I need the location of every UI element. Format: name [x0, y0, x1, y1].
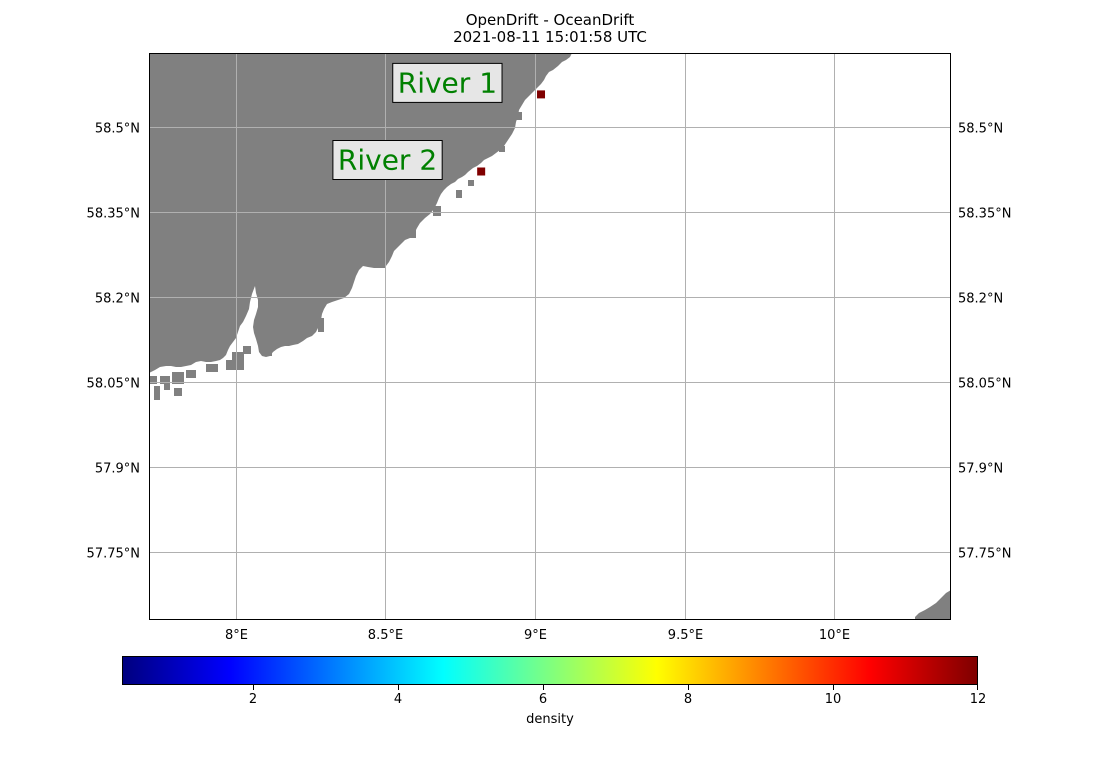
river-label: River 1 — [398, 66, 497, 99]
island — [154, 386, 160, 400]
river-label-background — [392, 62, 503, 103]
lat-tick-label-right: 57.75°N — [958, 547, 1011, 562]
island — [349, 262, 357, 272]
colorbar-tick — [398, 685, 399, 690]
lon-tick-label: 8.5°E — [368, 628, 403, 643]
colorbar-tick — [543, 685, 544, 690]
colorbar-tick — [688, 685, 689, 690]
river-marker — [477, 167, 486, 176]
island — [499, 146, 505, 152]
colorbar-tick — [833, 685, 834, 690]
lon-tick-label: 10°E — [819, 628, 850, 643]
island — [149, 376, 157, 384]
island — [516, 112, 522, 120]
island — [380, 254, 386, 268]
lat-tick-label-left: 57.75°N — [87, 547, 140, 562]
island — [433, 206, 441, 216]
colorbar-tick — [977, 685, 978, 690]
island — [468, 180, 474, 186]
lat-tick-label-right: 58.5°N — [958, 122, 1003, 137]
river-label-background — [332, 140, 443, 181]
lon-tick-label: 8°E — [225, 628, 248, 643]
lon-tick-label: 9.5°E — [668, 628, 703, 643]
map-ticks: 8°E 8.5°E 9°E 9.5°E 10°E 58.5°N 58.5°N 58.35°N 5… — [87, 122, 1012, 644]
lat-tick-label-left: 58.2°N — [95, 292, 140, 307]
plot-title: OpenDrift - OceanDrift 2021-08-11 15:01:… — [0, 12, 1100, 46]
lat-tick-label-right: 58.35°N — [958, 207, 1011, 222]
island — [206, 364, 218, 372]
river-label-box: River 1 — [392, 62, 503, 103]
lon-tick-label: 9°E — [524, 628, 547, 643]
island — [408, 226, 416, 238]
colorbar-tick-label: 4 — [393, 692, 403, 707]
land-mass-sweden — [915, 590, 951, 620]
island — [232, 352, 244, 362]
island — [243, 346, 251, 354]
island — [172, 372, 184, 384]
island — [226, 360, 244, 370]
island — [174, 388, 182, 396]
island — [186, 370, 196, 378]
river-sources: River 1 River 2 — [332, 62, 546, 181]
colorbar-tick-label: 2 — [248, 692, 258, 707]
colorbar-tick — [253, 685, 254, 690]
colorbar-tick-label: 12 — [969, 692, 987, 707]
island — [456, 190, 462, 198]
lat-tick-label-right: 57.9°N — [958, 462, 1003, 477]
colorbar — [122, 656, 978, 685]
river-marker — [537, 90, 546, 99]
colorbar-tick-label: 10 — [824, 692, 842, 707]
map-frame — [149, 53, 951, 620]
colorbar-tick-label: 6 — [538, 692, 548, 707]
colorbar-tick-label: 8 — [683, 692, 693, 707]
lat-tick-label-left: 58.05°N — [87, 377, 140, 392]
lat-tick-label-right: 58.05°N — [958, 377, 1011, 392]
island — [264, 342, 272, 356]
colorbar-label: density — [526, 712, 574, 727]
island — [160, 376, 170, 384]
river-label-box: River 2 — [332, 140, 443, 181]
lat-tick-label-right: 58.2°N — [958, 292, 1003, 307]
map-area — [149, 53, 951, 620]
river-label: River 2 — [338, 144, 437, 177]
lat-tick-label-left: 57.9°N — [95, 462, 140, 477]
island — [318, 318, 324, 332]
plot-title-line1: OpenDrift - OceanDrift — [465, 11, 635, 29]
lat-tick-label-left: 58.35°N — [87, 207, 140, 222]
plot-title-line2: 2021-08-11 15:01:58 UTC — [453, 28, 647, 46]
lat-tick-label-left: 58.5°N — [95, 122, 140, 137]
island — [164, 384, 170, 390]
